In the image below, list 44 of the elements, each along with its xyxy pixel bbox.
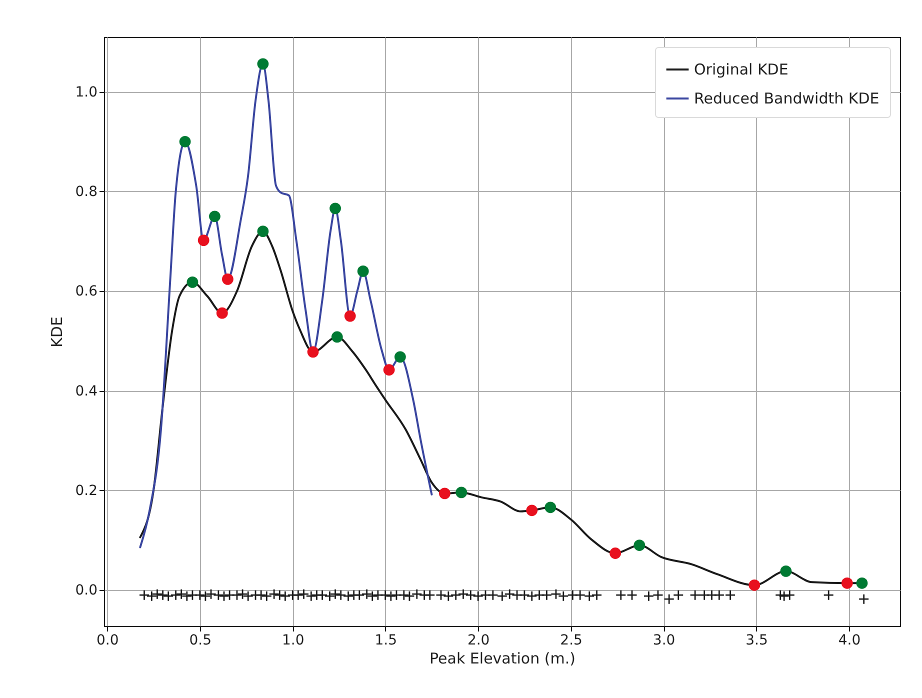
point: [216, 307, 228, 319]
x-tick-label: 2.5: [560, 632, 582, 648]
point: [357, 266, 369, 277]
x-tick-label: 1.0: [282, 632, 304, 648]
x-tick-label: 3.5: [746, 632, 768, 648]
y-tick-label: 0.6: [75, 284, 98, 300]
legend-label: Original KDE: [694, 60, 788, 78]
point: [209, 210, 220, 222]
x-tick-label: 1.5: [374, 632, 397, 648]
y-tick-label: 0.2: [75, 482, 98, 499]
point: [179, 136, 191, 148]
x-tick-label: 2.0: [467, 632, 490, 648]
y-tick-label: 0.0: [75, 582, 98, 599]
point: [856, 577, 868, 589]
x-tick-label: 4.0: [838, 632, 861, 648]
x-tick-label: 3.0: [652, 632, 676, 648]
point: [634, 540, 646, 551]
x-tick-label: 0.5: [189, 632, 212, 648]
point: [544, 502, 556, 514]
y-axis-title: KDE: [48, 316, 66, 348]
point: [257, 58, 269, 70]
point: [330, 202, 341, 214]
y-tick-label: 1.0: [75, 84, 98, 100]
point: [222, 273, 234, 285]
point: [438, 488, 450, 500]
point: [257, 226, 269, 238]
x-axis-title: Peak Elevation (m.): [430, 650, 576, 668]
point: [198, 234, 210, 246]
point: [780, 565, 792, 577]
y-tick-label: 0.8: [75, 184, 98, 200]
point: [841, 577, 853, 589]
point: [186, 276, 198, 288]
point: [383, 364, 395, 376]
point: [748, 579, 760, 591]
legend-label: Reduced Bandwidth KDE: [694, 90, 880, 108]
point: [456, 486, 468, 498]
point: [394, 351, 406, 363]
point: [344, 310, 356, 322]
point: [610, 548, 622, 559]
point: [331, 331, 343, 343]
point: [526, 504, 538, 516]
x-tick-label: 0.0: [96, 632, 119, 648]
y-tick-label: 0.4: [75, 383, 98, 400]
point: [307, 346, 319, 358]
